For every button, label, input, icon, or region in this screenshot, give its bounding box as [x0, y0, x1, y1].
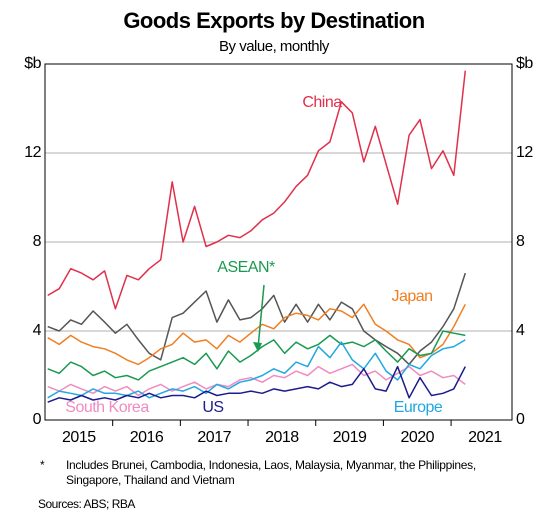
- x-tick-label: 2016: [130, 429, 164, 446]
- series-label: Japan: [391, 288, 432, 305]
- series-line: [47, 365, 466, 403]
- plot-frame: [44, 63, 513, 421]
- x-tick-label: 2020: [400, 429, 434, 446]
- y2-tick-label: 8: [516, 233, 525, 250]
- series-line: [47, 330, 466, 381]
- x-tick-label: 2017: [197, 429, 231, 446]
- footnote-box: Includes Brunei, Cambodia, Indonesia, La…: [66, 458, 476, 487]
- y-tick-label: 12: [24, 144, 41, 161]
- chart-title: Goods Exports by Destination: [123, 8, 424, 33]
- footnote: Includes Brunei, Cambodia, Indonesia, La…: [66, 458, 476, 487]
- y-tick-label: 4: [33, 322, 42, 339]
- series-label: Europe: [394, 399, 443, 416]
- series-line: [47, 363, 466, 397]
- y2-tick-label: 4: [516, 322, 525, 339]
- series-label: US: [202, 399, 223, 416]
- sources: Sources: ABS; RBA: [38, 497, 135, 511]
- x-tick-label: 2021: [468, 429, 502, 446]
- series-line: [47, 339, 466, 399]
- annotation-arrowhead: [253, 342, 262, 352]
- series-label: China: [302, 94, 342, 111]
- y2-tick-label: 12: [516, 144, 533, 161]
- annotation-arrow: [257, 284, 265, 349]
- series-label: ASEAN*: [217, 259, 275, 276]
- series-label: South Korea: [65, 399, 149, 416]
- y2-tick-label: $b: [516, 55, 533, 72]
- x-tick-label: 2015: [62, 429, 96, 446]
- series-line: [47, 303, 466, 366]
- y-tick-label: $b: [24, 55, 41, 72]
- plot-area: 0 0 4 4 8 8 12 12 $b $b 2015 2016 2017 2018 2019 2020 20…: [24, 55, 534, 446]
- y2-tick-label: 0: [516, 411, 525, 428]
- footnote-marker: *: [40, 458, 45, 472]
- series-line: [47, 70, 467, 310]
- chart-subtitle: By value, monthly: [219, 38, 330, 55]
- x-tick-label: 2019: [333, 429, 367, 446]
- series-line: [47, 272, 467, 366]
- x-tick-label: 2018: [265, 429, 299, 446]
- y-tick-label: 8: [33, 233, 42, 250]
- y-tick-label: 0: [33, 411, 42, 428]
